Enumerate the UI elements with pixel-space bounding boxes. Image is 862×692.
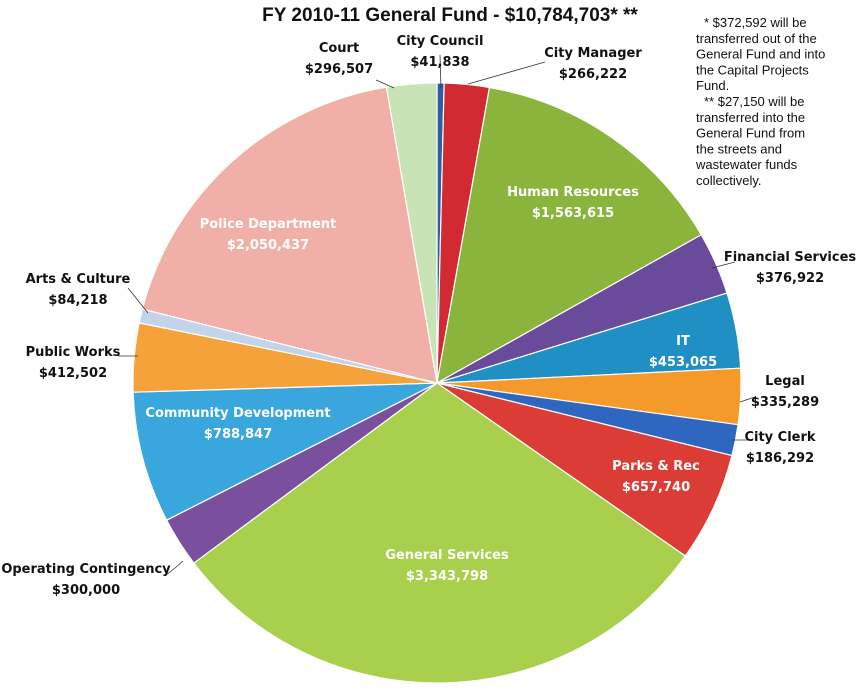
footnote-line: ** $27,150 will be	[704, 94, 804, 109]
slice-label-community-development: Community Development	[145, 406, 330, 421]
slice-label-court: Court	[319, 41, 359, 56]
slice-label-city-council: City Council	[397, 34, 484, 49]
leader-line-legal	[739, 396, 756, 403]
pie-slices	[132, 82, 742, 684]
pie-slice-human-resources	[436, 86, 703, 385]
slice-value-human-resources: $1,563,615	[532, 206, 614, 221]
slice-value-financial-services: $376,922	[756, 271, 824, 286]
slice-label-general-services: General Services	[385, 548, 509, 563]
slice-label-financial-services: Financial Services	[724, 250, 857, 265]
label-leader-lines	[118, 54, 756, 577]
slice-labels: City Council $41,838 City Manager $266,222 H…	[1, 34, 856, 598]
slice-label-city-manager: City Manager	[544, 46, 642, 61]
footnote-line: wastewater funds	[695, 157, 798, 172]
slice-value-legal: $335,289	[751, 395, 819, 410]
slice-label-parks-and-rec: Parks & Rec	[612, 459, 700, 474]
slice-value-city-manager: $266,222	[559, 67, 627, 82]
leader-line-financial-services	[711, 261, 736, 269]
slice-value-parks-and-rec: $657,740	[622, 480, 690, 495]
slice-value-general-services: $3,343,798	[406, 569, 488, 584]
footnote-line: * $372,592 will be	[704, 15, 807, 30]
slice-value-police-department: $2,050,437	[227, 238, 309, 253]
slice-value-arts-and-culture: $84,218	[48, 293, 107, 308]
footnote-line: transferred into the	[696, 110, 805, 125]
footnote-line: the streets and	[696, 141, 782, 156]
footnote-line: General Fund from	[696, 126, 805, 141]
leader-line-court	[375, 79, 395, 89]
slice-value-operating-contingency: $300,000	[52, 583, 120, 598]
leader-line-arts-and-culture	[127, 287, 149, 314]
slice-value-city-council: $41,838	[410, 55, 469, 70]
chart-title: FY 2010-11 General Fund - $10,784,703* *…	[262, 5, 638, 26]
slice-label-police-department: Police Department	[200, 217, 337, 232]
pie-slice-community-development	[132, 382, 438, 521]
slice-value-it: $453,065	[649, 355, 717, 370]
slice-value-public-works: $412,502	[39, 366, 107, 381]
slice-value-city-clerk: $186,292	[746, 451, 814, 466]
slice-label-human-resources: Human Resources	[507, 185, 639, 200]
footnote-line: the Capital Projects	[696, 62, 809, 77]
slice-label-city-clerk: City Clerk	[744, 430, 815, 445]
pie-slice-general-services	[193, 382, 687, 684]
footnote-line: General Fund and into	[696, 47, 825, 62]
slice-label-legal: Legal	[765, 374, 805, 389]
leader-line-city-council	[439, 54, 442, 89]
slice-label-public-works: Public Works	[26, 345, 121, 360]
pie-slice-police-department	[141, 86, 438, 384]
slice-label-arts-and-culture: Arts & Culture	[26, 272, 131, 287]
slice-value-community-development: $788,847	[204, 427, 272, 442]
pie-slice-court	[385, 82, 438, 384]
slice-label-operating-contingency: Operating Contingency	[1, 562, 171, 577]
slice-label-it: IT	[676, 334, 690, 349]
slice-value-court: $296,507	[305, 62, 373, 77]
leader-line-operating-contingency	[164, 560, 184, 577]
footnote-line: transferred out of the	[696, 31, 817, 46]
footnote-line: Fund.	[696, 78, 729, 93]
footnote-line: collectively.	[696, 173, 762, 188]
leader-line-city-manager	[467, 61, 546, 85]
